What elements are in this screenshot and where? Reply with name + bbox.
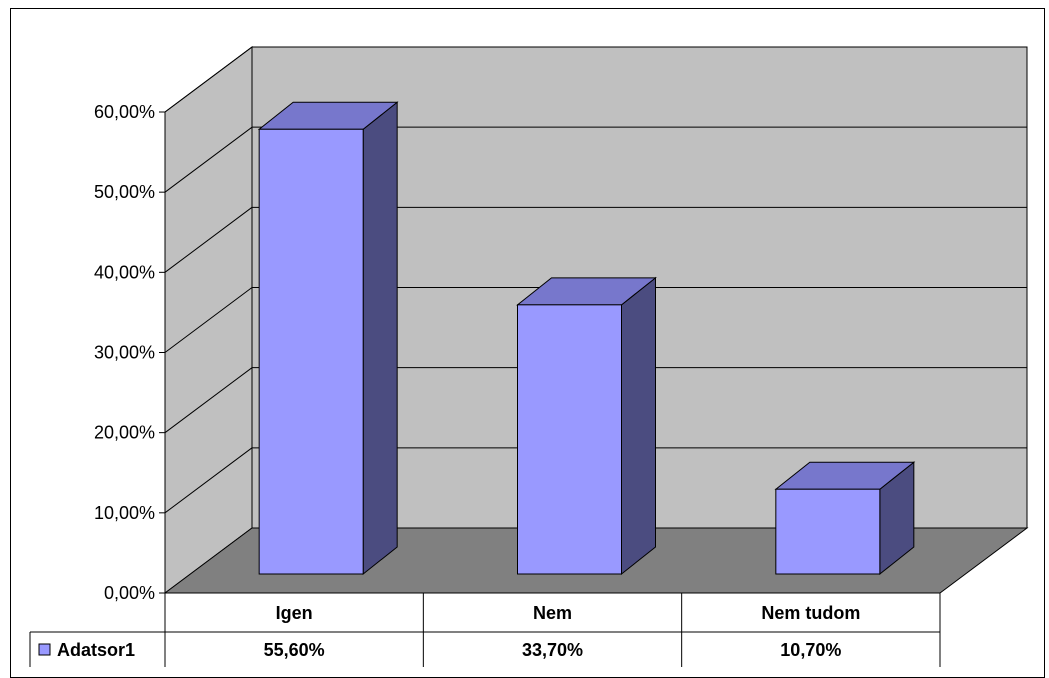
y-tick-label: 10,00%: [94, 503, 155, 523]
y-axis: 0,00% 10,00% 20,00% 30,00% 40,00% 50,00% 60,00…: [94, 102, 166, 603]
bar-front: [258, 128, 364, 575]
bars: [257, 101, 916, 576]
y-tick-label: 0,00%: [104, 583, 155, 603]
gridline-side: [164, 126, 253, 193]
legend-swatch: [38, 643, 51, 656]
data-label: 33,70%: [522, 640, 583, 660]
gridline-side: [164, 206, 253, 273]
bar-side: [621, 276, 656, 576]
bar-front: [517, 304, 622, 575]
gridline-side: [164, 367, 253, 434]
gridline-side: [164, 447, 253, 514]
y-tick-label: 30,00%: [94, 343, 155, 363]
bar-nem: [516, 276, 657, 576]
y-tick-label: 20,00%: [94, 423, 155, 443]
bar-igen: [257, 101, 399, 576]
gridline-side: [164, 46, 253, 113]
data-table: Igen 55,60% Nem 33,70% Nem tudom 10,70% Adatso…: [29, 592, 941, 667]
gridline-side: [164, 287, 253, 353]
y-tick-label: 60,00%: [94, 102, 155, 122]
category-label: Igen: [276, 603, 313, 623]
category-label: Nem: [533, 603, 572, 623]
bar-side: [362, 101, 398, 576]
bar-front: [775, 488, 881, 575]
category-label: Nem tudom: [761, 603, 860, 623]
y-tick-label: 40,00%: [94, 262, 155, 282]
bar-nem-tudom: [774, 461, 916, 576]
y-tick-label: 50,00%: [94, 182, 155, 202]
data-label: 55,60%: [264, 640, 325, 660]
legend-label: Adatsor1: [57, 640, 135, 660]
data-label: 10,70%: [780, 640, 841, 660]
